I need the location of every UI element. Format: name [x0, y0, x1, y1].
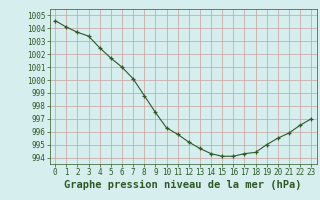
X-axis label: Graphe pression niveau de la mer (hPa): Graphe pression niveau de la mer (hPa)	[64, 180, 302, 190]
